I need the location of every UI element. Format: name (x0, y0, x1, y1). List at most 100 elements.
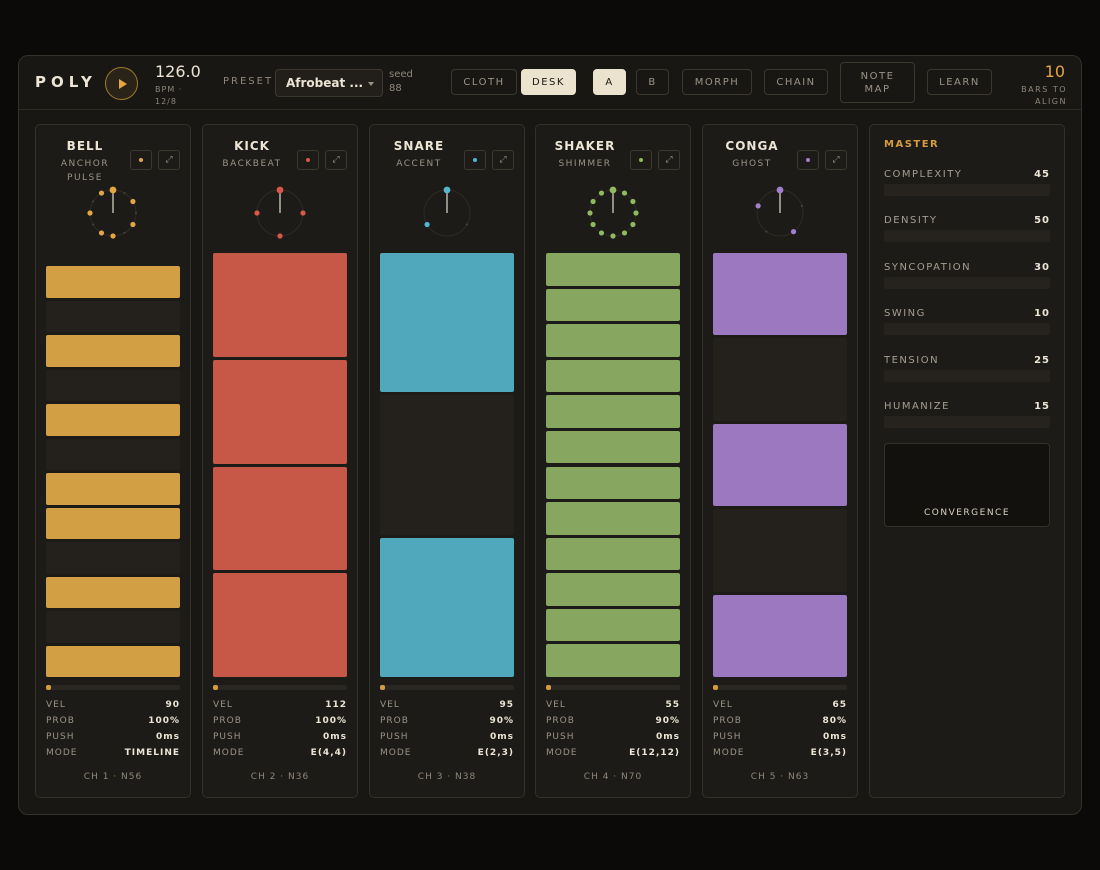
stat-row-mode[interactable]: MODE E(4,4) (213, 748, 347, 764)
track-expand-button[interactable]: ⤢ (492, 150, 514, 170)
param-value: 10 (1034, 308, 1050, 320)
rhythm-dial[interactable] (250, 183, 310, 243)
stat-row-mode[interactable]: MODE TIMELINE (46, 748, 180, 764)
param-slider[interactable] (884, 323, 1050, 336)
step-cell-off[interactable] (46, 542, 180, 574)
rhythm-dial[interactable] (583, 183, 643, 243)
learn-button[interactable]: LEARN (927, 69, 992, 95)
step-cell-on[interactable] (546, 253, 680, 286)
step-cell-on[interactable] (713, 423, 847, 507)
step-cell-on[interactable] (380, 253, 514, 393)
tab-cloth[interactable]: CLOTH (451, 69, 517, 95)
step-cell-off[interactable] (46, 300, 180, 332)
step-cell-on[interactable] (46, 404, 180, 436)
track-expand-button[interactable]: ⤢ (658, 150, 680, 170)
step-grid (213, 253, 347, 677)
step-cell-on[interactable] (546, 573, 680, 606)
app-logo: POLY (35, 73, 97, 91)
track-mute-button[interactable] (297, 150, 319, 170)
step-cell-off[interactable] (380, 395, 514, 535)
step-cell-on[interactable] (713, 594, 847, 677)
seed-display[interactable]: seed 88 (389, 68, 413, 96)
step-cell-on[interactable] (213, 359, 347, 464)
step-cell-on[interactable] (546, 395, 680, 428)
param-slider[interactable] (884, 416, 1050, 428)
stat-row-prob[interactable]: PROB 90% (546, 716, 680, 732)
step-cell-on[interactable] (46, 576, 180, 608)
play-button[interactable] (105, 67, 138, 100)
stat-row-push[interactable]: PUSH 0ms (213, 732, 347, 748)
stat-row-vel[interactable]: VEL 95 (380, 700, 514, 716)
step-cell-on[interactable] (213, 466, 347, 571)
stat-row-vel[interactable]: VEL 90 (46, 700, 180, 716)
step-cell-on[interactable] (46, 335, 180, 367)
stat-row-vel[interactable]: VEL 112 (213, 700, 347, 716)
step-cell-on[interactable] (546, 608, 680, 642)
step-cell-off[interactable] (46, 438, 180, 470)
param-slider[interactable] (884, 184, 1050, 196)
stat-row-mode[interactable]: MODE E(3,5) (713, 748, 847, 764)
stat-row-prob[interactable]: PROB 100% (213, 716, 347, 732)
master-param-syncopation[interactable]: SYNCOPATION 30 (884, 262, 1050, 292)
step-cell-on[interactable] (46, 473, 180, 505)
step-cell-on[interactable] (713, 253, 847, 336)
stat-row-push[interactable]: PUSH 0ms (46, 732, 180, 748)
step-cell-on[interactable] (546, 466, 680, 500)
chain-button[interactable]: CHAIN (764, 69, 828, 95)
stat-row-prob[interactable]: PROB 90% (380, 716, 514, 732)
step-cell-on[interactable] (546, 502, 680, 535)
step-cell-off[interactable] (713, 509, 847, 592)
variation-a-button[interactable]: A (593, 69, 626, 95)
step-cell-on[interactable] (546, 430, 680, 464)
step-cell-off[interactable] (46, 369, 180, 401)
track-mute-button[interactable] (630, 150, 652, 170)
track-expand-button[interactable]: ⤢ (325, 150, 347, 170)
track-expand-button[interactable]: ⤢ (825, 150, 847, 170)
step-cell-on[interactable] (546, 324, 680, 357)
master-param-swing[interactable]: SWING 10 (884, 308, 1050, 338)
step-cell-on[interactable] (546, 359, 680, 393)
morph-button[interactable]: MORPH (682, 69, 752, 95)
master-param-density[interactable]: DENSITY 50 (884, 215, 1050, 245)
step-cell-on[interactable] (546, 644, 680, 677)
step-cell-on[interactable] (380, 537, 514, 677)
param-slider[interactable] (884, 276, 1050, 289)
step-cell-on[interactable] (546, 288, 680, 322)
convergence-display[interactable]: CONVERGENCE (884, 443, 1050, 527)
stat-row-prob[interactable]: PROB 80% (713, 716, 847, 732)
master-param-complexity[interactable]: COMPLEXITY 45 (884, 169, 1050, 199)
step-cell-off[interactable] (46, 611, 180, 643)
step-cell-on[interactable] (46, 645, 180, 677)
track-expand-button[interactable]: ⤢ (158, 150, 180, 170)
stat-row-push[interactable]: PUSH 0ms (380, 732, 514, 748)
rhythm-dial[interactable] (750, 183, 810, 243)
stat-row-mode[interactable]: MODE E(2,3) (380, 748, 514, 764)
param-slider[interactable] (884, 230, 1050, 243)
track-mute-button[interactable] (464, 150, 486, 170)
stat-row-push[interactable]: PUSH 0ms (713, 732, 847, 748)
step-cell-on[interactable] (546, 537, 680, 571)
stat-row-vel[interactable]: VEL 55 (546, 700, 680, 716)
variation-b-button[interactable]: B (636, 69, 669, 95)
track-mute-button[interactable] (130, 150, 152, 170)
step-cell-off[interactable] (713, 338, 847, 421)
master-param-tension[interactable]: TENSION 25 (884, 355, 1050, 385)
track-mute-button[interactable] (797, 150, 819, 170)
tab-desk[interactable]: DESK (521, 69, 576, 95)
stat-value: 95 (499, 700, 514, 710)
preset-dropdown[interactable]: Afrobeat ... (275, 69, 383, 97)
stat-row-prob[interactable]: PROB 100% (46, 716, 180, 732)
stat-row-push[interactable]: PUSH 0ms (546, 732, 680, 748)
step-cell-on[interactable] (213, 253, 347, 357)
stat-row-mode[interactable]: MODE E(12,12) (546, 748, 680, 764)
step-cell-on[interactable] (46, 266, 180, 298)
rhythm-dial[interactable] (417, 183, 477, 243)
step-cell-on[interactable] (46, 507, 180, 539)
note-map-button[interactable]: NOTE MAP (840, 62, 915, 103)
step-cell-on[interactable] (213, 573, 347, 677)
rhythm-dial[interactable] (83, 183, 143, 243)
master-param-humanize[interactable]: HUMANIZE 15 (884, 401, 1050, 431)
param-slider[interactable] (884, 369, 1050, 382)
stat-row-vel[interactable]: VEL 65 (713, 700, 847, 716)
bpm-value[interactable]: 126.0 (155, 62, 201, 81)
